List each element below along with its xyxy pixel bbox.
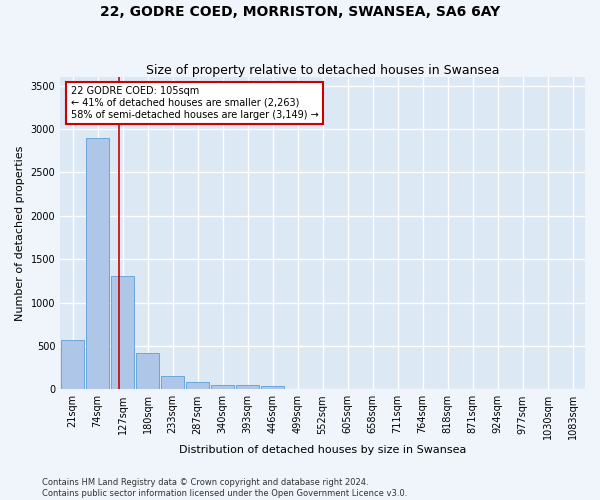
- Bar: [161, 376, 184, 390]
- Bar: [61, 340, 84, 390]
- Title: Size of property relative to detached houses in Swansea: Size of property relative to detached ho…: [146, 64, 499, 77]
- Bar: [236, 386, 259, 390]
- Bar: [86, 138, 109, 390]
- Y-axis label: Number of detached properties: Number of detached properties: [15, 146, 25, 321]
- Bar: [112, 276, 134, 390]
- Text: Contains HM Land Registry data © Crown copyright and database right 2024.
Contai: Contains HM Land Registry data © Crown c…: [42, 478, 407, 498]
- Bar: [211, 384, 234, 390]
- Text: 22, GODRE COED, MORRISTON, SWANSEA, SA6 6AY: 22, GODRE COED, MORRISTON, SWANSEA, SA6 …: [100, 5, 500, 19]
- Bar: [136, 354, 159, 390]
- Text: 22 GODRE COED: 105sqm
← 41% of detached houses are smaller (2,263)
58% of semi-d: 22 GODRE COED: 105sqm ← 41% of detached …: [71, 86, 319, 120]
- Bar: [262, 386, 284, 390]
- X-axis label: Distribution of detached houses by size in Swansea: Distribution of detached houses by size …: [179, 445, 466, 455]
- Bar: [187, 382, 209, 390]
